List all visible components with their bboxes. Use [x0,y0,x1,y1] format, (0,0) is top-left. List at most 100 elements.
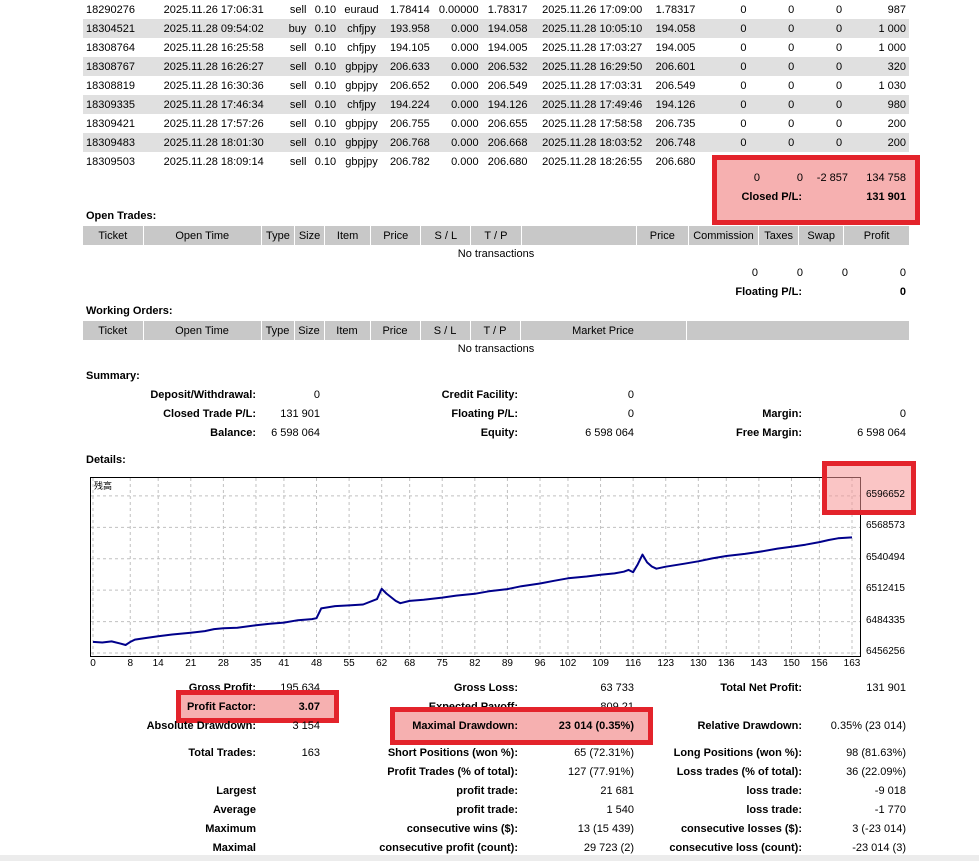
table-cell: sell [289,117,307,130]
table-cell: 206.735 [655,117,696,130]
relative-drawdown-label: Relative Drawdown: [697,720,802,732]
x-tick-label: 55 [343,658,355,669]
table-cell: 2025.11.28 17:46:34 [160,95,267,114]
table-cell: 206.655 [487,117,528,130]
average-loss-value: -1 770 [874,804,906,816]
closed-pl-label: Closed P/L: [741,191,802,203]
table-cell: 2025.11.28 18:09:14 [163,155,264,168]
table-cell: 1 030 [878,79,906,92]
column-header: Price [370,226,422,245]
table-cell: 206.748 [645,133,699,152]
average-profit-label: profit trade: [456,804,518,816]
x-tick-label: 116 [625,658,642,669]
table-cell: 0 [698,95,750,114]
max-consecutive-loss-value: -23 014 (3) [852,842,906,854]
column-header: Price [370,321,421,340]
x-tick-label: 68 [404,658,416,669]
table-cell: 0.000 [432,133,482,152]
x-tick-label: 21 [185,658,197,669]
short-positions-value: 65 (72.31%) [574,747,634,759]
gross-loss-label: Gross Loss: [453,682,518,694]
column-header: Market Price [520,321,687,340]
table-cell: 1 000 [845,19,909,38]
table-row: 18308819 2025.11.28 16:30:36 sell 0.10 gbpjp… [83,76,909,95]
maximal-label: Maximal [212,842,256,854]
column-header: Size [294,321,325,340]
table-cell: 2025.11.26 17:09:00 [542,3,643,16]
totals-swap: -2 857 [816,172,848,184]
table-cell: gbpjpy [339,57,384,76]
table-cell: 0 [740,79,747,92]
table-cell: sell [289,79,307,92]
table-cell: 2025.11.28 16:26:27 [160,57,267,76]
table-cell: 2025.11.28 17:49:46 [530,95,646,114]
totals-profit: 134 758 [866,172,906,184]
summary-floating-label: Floating P/L: [451,408,518,420]
table-cell: 18309335 [83,95,161,114]
closed-trade-pl-value: 131 901 [280,408,320,420]
largest-profit-value: 21 681 [600,785,634,797]
column-header: Open Time [143,321,262,340]
chart-highlight [822,461,916,515]
page-bottom-band [0,855,979,861]
balance-label: Balance: [210,427,256,439]
x-tick-label: 62 [376,658,388,669]
table-cell: 0 [749,19,798,38]
total-trades-label: Total Trades: [188,747,256,759]
table-cell: 193.958 [383,19,433,38]
column-header: Type [261,226,296,245]
short-positions-label: Short Positions (won %): [387,747,518,759]
profit-factor-value: 3.07 [298,701,320,713]
table-cell: 194.224 [383,95,433,114]
net-profit-label: Total Net Profit: [720,682,802,694]
open-trades-empty: No transactions [457,248,535,260]
x-tick-label: 143 [750,658,768,669]
x-tick-label: 150 [783,658,800,669]
table-cell: 0.10 [314,3,337,16]
relative-drawdown-value: 0.35% (23 014) [830,720,906,732]
table-cell: 2025.11.28 16:30:36 [163,79,264,92]
table-cell: 0.10 [309,19,340,38]
gross-loss-value: 63 733 [600,682,634,694]
table-cell: 2025.11.28 18:26:55 [542,155,643,168]
max-drawdown-value: 23 014 (0.35%) [558,720,634,732]
table-cell: 194.058 [481,19,531,38]
max-consecutive-profit-value: 29 723 (2) [583,842,634,854]
column-header: Open Time [143,226,262,245]
table-cell: 206.768 [383,133,433,152]
table-cell: 2025.11.28 17:03:27 [542,41,643,54]
table-cell: sell [266,95,310,114]
table-cell: 0.000 [432,19,482,38]
deposit-label: Deposit/Withdrawal: [150,389,256,401]
details-title: Details: [86,454,126,466]
table-cell: 200 [845,133,909,152]
table-cell: 206.668 [481,133,531,152]
table-row: 18309335 2025.11.28 17:46:34 sell 0.10 chfjp… [83,95,909,114]
column-header: Ticket [83,226,144,245]
x-tick-label: 35 [250,658,262,669]
table-cell: 0 [788,79,795,92]
x-tick-label: 123 [657,658,675,669]
loss-trades-label: Loss trades (% of total): [676,766,802,778]
table-cell: 980 [845,95,909,114]
y-tick-label: 6540494 [866,551,905,563]
table-row: 18309421 2025.11.28 17:57:26 sell 0.10 gbpjp… [83,114,909,133]
table-cell: 206.680 [655,155,696,168]
maximum-label: Maximum [205,823,256,835]
balance-value: 6 598 064 [271,427,320,439]
profit-factor-label: Profit Factor: [186,701,256,713]
table-cell: gbpjpy [345,155,378,168]
table-cell: 0.10 [314,41,337,54]
table-cell: 18309483 [83,133,161,152]
table-cell: 0.10 [314,155,337,168]
table-cell: 0 [740,41,747,54]
x-tick-label: 136 [717,658,735,669]
table-cell: chfjpy [339,19,384,38]
open-totals-swap: 0 [841,267,848,279]
working-orders-empty: No transactions [457,343,535,355]
summary-floating-value: 0 [627,408,634,420]
working-orders-title: Working Orders: [86,305,173,317]
column-header: Commission [688,226,760,245]
long-positions-label: Long Positions (won %): [673,747,802,759]
table-cell: buy [266,19,310,38]
